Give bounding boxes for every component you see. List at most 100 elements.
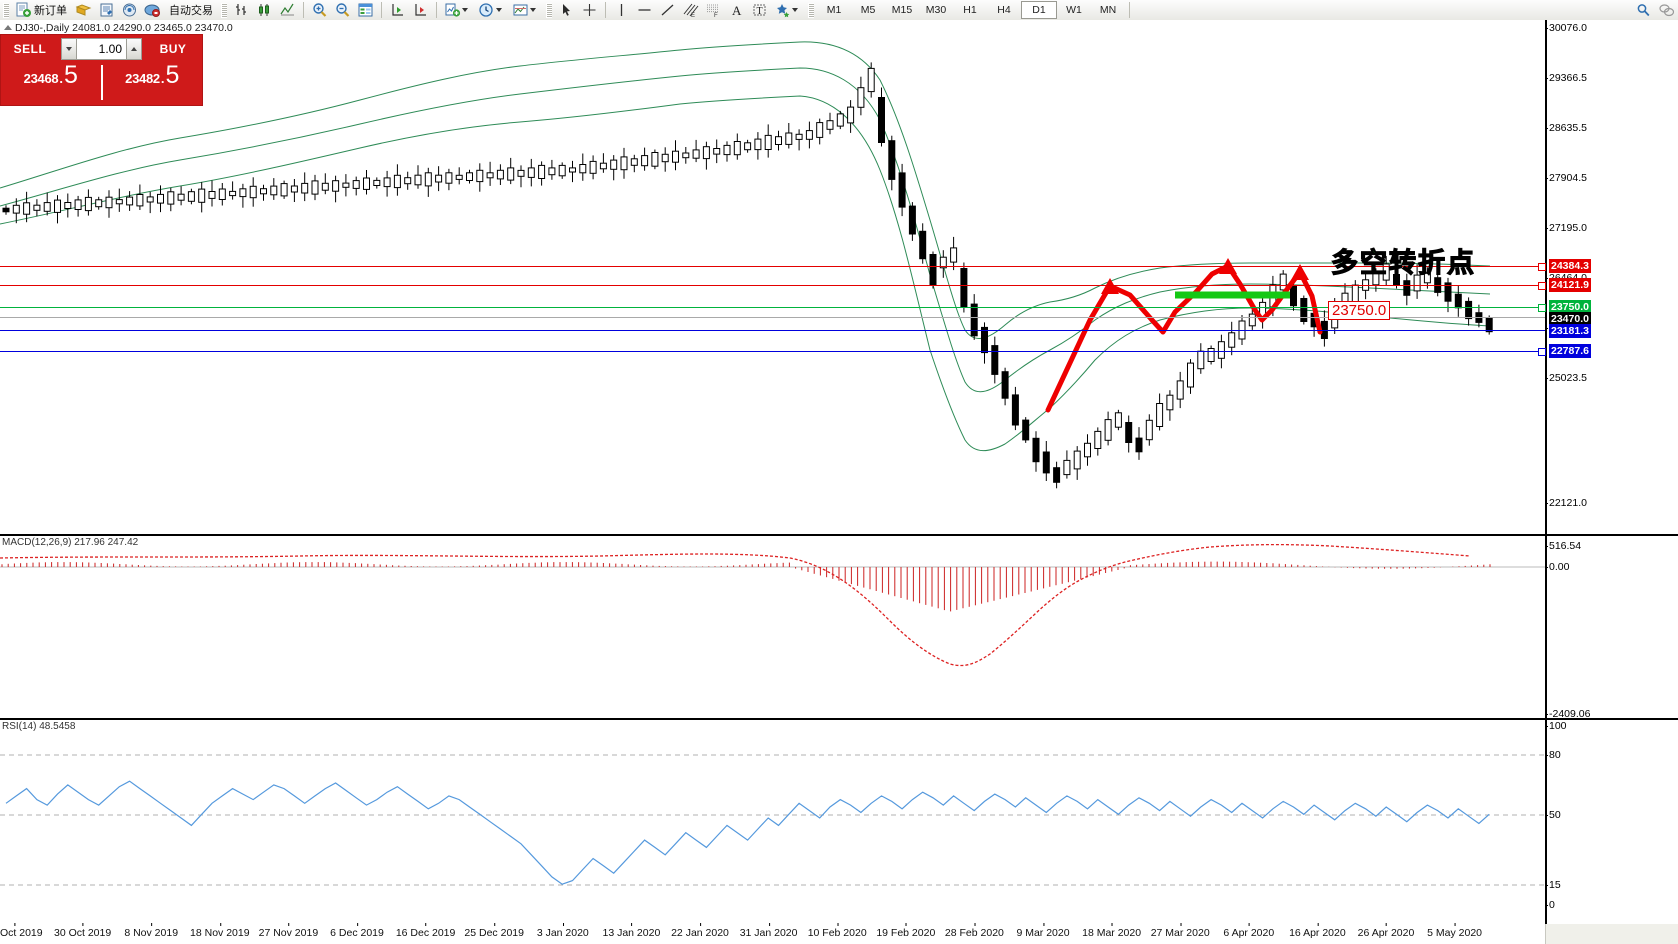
search-button[interactable] [1632, 0, 1655, 20]
price-scale[interactable]: 30076.0 29366.5 28635.5 27904.5 27195.0 … [1544, 20, 1678, 559]
text-button[interactable]: A [725, 0, 748, 20]
periods-button[interactable] [475, 0, 509, 20]
volume-stepper[interactable]: 1.00 [61, 38, 142, 60]
timeframe-d1[interactable]: D1 [1021, 1, 1057, 19]
price-label-resistance-lower[interactable]: 24121.9 [1549, 278, 1591, 292]
trendline-button[interactable] [656, 0, 679, 20]
time-tick: 27 Mar 2020 [1150, 923, 1210, 939]
rsi-tick: 50 [1545, 809, 1561, 821]
volume-decrease-button[interactable] [61, 38, 77, 60]
price-tick: 30076.0 [1545, 22, 1587, 34]
price-label-resistance-upper[interactable]: 24384.3 [1549, 259, 1591, 273]
indicators-button[interactable] [441, 0, 475, 20]
time-tick: 13 Jan 2020 [602, 923, 661, 939]
toolbar-grip-3[interactable] [546, 2, 552, 18]
bar-chart-button[interactable] [230, 0, 253, 20]
templates-dropdown-caret[interactable] [530, 8, 536, 12]
vertical-line-button[interactable] [610, 0, 633, 20]
data-window-button[interactable] [354, 0, 377, 20]
macd-axis-line [1545, 536, 1547, 718]
candlestick-chart-button[interactable] [253, 0, 276, 20]
toolbar-grip-2[interactable] [221, 2, 227, 18]
periods-dropdown-caret[interactable] [496, 8, 502, 12]
timeframe-h1[interactable]: H1 [963, 4, 977, 16]
price-line-support-upper[interactable] [0, 330, 1545, 331]
toolbar-grip-4[interactable] [808, 2, 814, 18]
timeframe-m1[interactable]: M1 [826, 4, 842, 16]
sell-button[interactable]: SELL [13, 42, 47, 56]
time-tick: 6 Apr 2020 [1223, 923, 1275, 939]
zoom-in-button[interactable] [308, 0, 331, 20]
macd-scale[interactable]: 516.54 0.00 -2409.06 [1544, 536, 1678, 720]
cursor-button[interactable] [555, 0, 578, 20]
navigator-button[interactable] [118, 0, 141, 20]
fibonacci-button[interactable]: F [702, 0, 725, 20]
horizontal-line-button[interactable] [633, 0, 656, 20]
chart-shift-icon [412, 2, 429, 18]
rsi-pane[interactable]: RSI(14) 48.5458 100 80 50 15 0 [0, 720, 1678, 944]
price-label-support-upper[interactable]: 23181.3 [1549, 324, 1591, 338]
level-tag-annotation[interactable]: 23750.0 [1328, 301, 1391, 320]
timeframe-m30[interactable]: M30 [925, 4, 947, 16]
market-watch-icon [98, 2, 115, 18]
timeframe-w1[interactable]: W1 [1066, 4, 1082, 16]
price-line-pivot-green[interactable] [0, 307, 1545, 308]
new-order-icon [15, 2, 32, 18]
time-axis[interactable]: 21 Oct 2019 30 Oct 2019 8 Nov 2019 18 Nov 2… [0, 923, 1545, 944]
buy-price[interactable]: 23482 . 5 [103, 63, 203, 104]
indicators-icon [444, 2, 461, 18]
timeframe-m15[interactable]: M15 [891, 4, 913, 16]
timeframe-mn[interactable]: MN [1099, 4, 1117, 16]
equidistant-channel-button[interactable]: E [679, 0, 702, 20]
turning-point-annotation[interactable]: 多空转折点 [1330, 247, 1476, 278]
trendline-icon [659, 2, 676, 18]
crosshair-button[interactable] [578, 0, 601, 20]
terminal-button[interactable] [141, 0, 164, 20]
time-tick: 27 Nov 2019 [258, 923, 319, 939]
price-line-handle[interactable] [1538, 263, 1546, 271]
chart-canvas[interactable]: DJ30-,Daily 24081.0 24290.0 23465.0 2347… [0, 20, 1678, 944]
price-pane[interactable]: DJ30-,Daily 24081.0 24290.0 23465.0 2347… [0, 20, 1678, 559]
macd-pane[interactable]: MACD(12,26,9) 217.96 247.42 516.54 0.00 … [0, 536, 1678, 720]
navigator-icon [121, 2, 138, 18]
profiles-button[interactable] [72, 0, 95, 20]
time-tick: 8 Nov 2019 [124, 923, 179, 939]
auto-scroll-button[interactable] [386, 0, 409, 20]
chat-button[interactable] [1655, 0, 1678, 20]
price-line-last-price[interactable] [0, 317, 1545, 318]
timeframe-h4[interactable]: H4 [997, 4, 1011, 16]
price-line-resistance-lower[interactable] [0, 285, 1545, 286]
collapse-triangle-icon[interactable] [4, 25, 12, 30]
one-click-trading-panel[interactable]: SELL 1.00 BUY 23468 . 5 23482 . 5 [0, 34, 203, 106]
price-line-support-lower[interactable] [0, 351, 1545, 352]
rsi-scale[interactable]: 100 80 50 15 0 [1545, 720, 1678, 944]
volume-input[interactable]: 1.00 [77, 38, 126, 60]
price-line-handle[interactable] [1538, 348, 1546, 356]
line-chart-button[interactable] [276, 0, 299, 20]
price-label-support-lower[interactable]: 22787.6 [1549, 344, 1591, 358]
objects-dropdown-caret[interactable] [792, 8, 798, 12]
timeframe-m5[interactable]: M5 [860, 4, 876, 16]
objects-button[interactable] [771, 0, 805, 20]
macd-tick: -2409.06 [1544, 708, 1591, 720]
indicators-dropdown-caret[interactable] [462, 8, 468, 12]
zoom-out-button[interactable] [331, 0, 354, 20]
market-watch-button[interactable] [95, 0, 118, 20]
price-line-handle[interactable] [1538, 304, 1546, 312]
rsi-tick: 0 [1545, 899, 1555, 911]
price-label-pivot-green[interactable]: 23750.0 [1549, 300, 1591, 314]
text-label-button[interactable]: T [748, 0, 771, 20]
chart-shift-button[interactable] [409, 0, 432, 20]
toolbar-grip[interactable] [3, 2, 9, 18]
price-line-handle[interactable] [1538, 282, 1546, 290]
buy-price-main: 23482 [125, 71, 160, 86]
sell-price[interactable]: 23468 . 5 [1, 63, 101, 104]
new-order-button[interactable]: 新订单 [12, 0, 72, 20]
buy-button[interactable]: BUY [159, 42, 187, 56]
templates-button[interactable] [509, 0, 543, 20]
auto-trading-button[interactable]: 自动交易 [164, 0, 218, 20]
price-label-last-price[interactable]: 23470.0 [1549, 312, 1591, 326]
volume-increase-button[interactable] [126, 38, 142, 60]
text-icon: A [728, 2, 745, 18]
price-line-resistance-upper[interactable] [0, 266, 1545, 267]
